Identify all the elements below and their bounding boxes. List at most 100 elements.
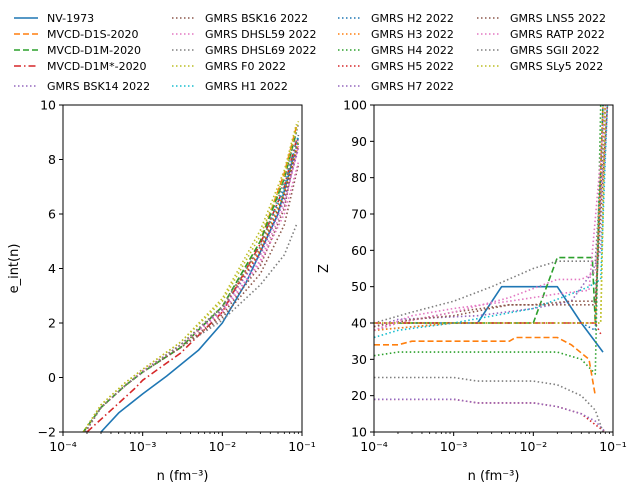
y-tick-label: 30 bbox=[351, 352, 367, 367]
legend: NV-1973 MVCD-D1S-2020 MVCD-D1M-2020 MVCD-D1… bbox=[14, 12, 606, 93]
y-tick-label: −2 bbox=[38, 425, 56, 440]
y-tick-label: 6 bbox=[48, 207, 56, 222]
series-line-gmrs-lns5-2022 bbox=[374, 105, 609, 328]
y-tick-label: 0 bbox=[48, 370, 56, 385]
series-line-nv-1973 bbox=[100, 153, 296, 432]
legend-item-gmrs-dhsl69-2022: GMRS DHSL69 2022 bbox=[172, 44, 316, 57]
legend-label: MVCD-D1M-2020 bbox=[47, 44, 141, 57]
y-axis-label: e_int(n) bbox=[7, 244, 22, 294]
legend-label: GMRS H4 2022 bbox=[371, 44, 454, 57]
legend-label: GMRS H1 2022 bbox=[205, 80, 288, 93]
series-line-gmrs-h2-2022 bbox=[374, 105, 604, 332]
series-line-gmrs-bsk16-2022 bbox=[374, 105, 607, 332]
legend-item-gmrs-sgii-2022: GMRS SGII 2022 bbox=[477, 44, 600, 57]
legend-label: MVCD-D1M*-2020 bbox=[47, 60, 147, 73]
series-line-gmrs-ratp-2022 bbox=[84, 161, 300, 432]
plot-frame bbox=[373, 104, 614, 433]
legend-item-gmrs-h7-2022: GMRS H7 2022 bbox=[338, 80, 454, 93]
legend-item-gmrs-lns5-2022: GMRS LNS5 2022 bbox=[477, 12, 606, 25]
series-group bbox=[82, 121, 300, 432]
legend-label: GMRS RATP 2022 bbox=[510, 28, 605, 41]
x-axis-label: n (fm⁻³) bbox=[157, 469, 209, 484]
legend-label: GMRS DHSL59 2022 bbox=[205, 28, 316, 41]
panel-left: 10⁻⁴ 10⁻³ 10⁻² 10⁻¹ −2 0 2 4 6 8 10 n (fm⁻³) e_int(n… bbox=[7, 98, 316, 485]
plot-frame bbox=[62, 104, 303, 433]
series-line-gmrs-bsk14-2022 bbox=[84, 137, 300, 432]
legend-label: GMRS LNS5 2022 bbox=[510, 12, 606, 25]
legend-item-mvcd-d1m-2020: MVCD-D1M*-2020 bbox=[14, 60, 147, 73]
legend-label: GMRS BSK16 2022 bbox=[205, 12, 308, 25]
y-tick-label: 8 bbox=[48, 152, 56, 167]
series-line-nv-1973 bbox=[398, 285, 604, 353]
legend-label: GMRS BSK14 2022 bbox=[47, 80, 150, 93]
series-line-gmrs-dhsl69-2022 bbox=[84, 224, 298, 432]
legend-label: GMRS SGII 2022 bbox=[510, 44, 600, 57]
legend-label: GMRS H2 2022 bbox=[371, 12, 454, 25]
y-tick-label: 50 bbox=[351, 279, 367, 294]
y-tick-label: 2 bbox=[48, 316, 56, 331]
x-tick-label: 10⁻² bbox=[520, 439, 548, 454]
legend-item-nv-1973: NV-1973 bbox=[14, 12, 94, 25]
series-line-mvcd-d1s-2020 bbox=[82, 126, 298, 432]
legend-item-gmrs-bsk14-2022: GMRS BSK14 2022 bbox=[14, 80, 150, 93]
legend-label: GMRS SLy5 2022 bbox=[510, 60, 603, 73]
y-tick-label: 10 bbox=[351, 425, 367, 440]
x-axis-label: n (fm⁻³) bbox=[468, 469, 520, 484]
legend-label: MVCD-D1S-2020 bbox=[47, 28, 139, 41]
series-line-gmrs-h1-2022 bbox=[374, 105, 609, 339]
series-line-gmrs-lns5-2022 bbox=[84, 164, 300, 432]
legend-label: GMRS DHSL69 2022 bbox=[205, 44, 316, 57]
legend-label: NV-1973 bbox=[47, 12, 94, 25]
series-line-gmrs-h4-2022 bbox=[374, 105, 602, 375]
y-tick-label: 10 bbox=[40, 98, 56, 113]
x-tick-label: 10⁻³ bbox=[129, 439, 157, 454]
series-line-gmrs-h3-2022 bbox=[374, 105, 604, 332]
y-tick-label: 100 bbox=[343, 98, 367, 113]
panel-right: 10⁻⁴ 10⁻³ 10⁻² 10⁻¹ 10 20 30 40 50 60 70 80 90 100 n (… bbox=[317, 98, 627, 485]
y-tick-label: 20 bbox=[351, 388, 367, 403]
legend-item-gmrs-h2-2022: GMRS H2 2022 bbox=[338, 12, 454, 25]
series-line-gmrs-f0-2022 bbox=[374, 105, 607, 324]
legend-item-gmrs-h1-2022: GMRS H1 2022 bbox=[172, 80, 288, 93]
x-tick-label: 10⁻³ bbox=[440, 439, 468, 454]
legend-item-gmrs-h4-2022: GMRS H4 2022 bbox=[338, 44, 454, 57]
legend-item-gmrs-f0-2022: GMRS F0 2022 bbox=[172, 60, 286, 73]
series-line-gmrs-h2-2022 bbox=[84, 137, 300, 432]
legend-label: GMRS H7 2022 bbox=[371, 80, 454, 93]
y-tick-label: 80 bbox=[351, 170, 367, 185]
series-line-mvcd-d1m-2020 bbox=[398, 105, 604, 324]
series-line-gmrs-h7-2022 bbox=[374, 398, 606, 432]
legend-item-gmrs-h5-2022: GMRS H5 2022 bbox=[338, 60, 454, 73]
series-line-gmrs-dhsl59-2022 bbox=[374, 105, 609, 332]
series-line-gmrs-sly5-2022 bbox=[374, 105, 607, 324]
series-line-gmrs-ratp-2022 bbox=[374, 105, 607, 332]
series-line-mvcd-d1s-2020 bbox=[374, 336, 597, 396]
series-line-gmrs-sgii-2022 bbox=[84, 123, 300, 432]
y-tick-label: 4 bbox=[48, 261, 56, 276]
legend-item-mvcd-d1s-2020: MVCD-D1S-2020 bbox=[14, 28, 139, 41]
series-line-mvcd-d1m-2020 bbox=[82, 132, 298, 432]
series-line-gmrs-h1-2022 bbox=[84, 134, 300, 432]
series-line-gmrs-dhsl69-2022 bbox=[374, 105, 607, 324]
series-line-gmrs-h5-2022 bbox=[84, 145, 300, 432]
legend-item-gmrs-ratp-2022: GMRS RATP 2022 bbox=[477, 28, 605, 41]
legend-item-gmrs-sly5-2022: GMRS SLy5 2022 bbox=[477, 60, 603, 73]
series-line-gmrs-h5-2022 bbox=[374, 398, 606, 432]
y-axis-label: Z bbox=[317, 264, 332, 273]
series-line-gmrs-bsk16-2022 bbox=[84, 134, 300, 432]
y-tick-label: 40 bbox=[351, 316, 367, 331]
x-tick-label: 10⁻⁴ bbox=[360, 439, 388, 454]
series-line-gmrs-h3-2022 bbox=[84, 140, 300, 432]
series-line-gmrs-h4-2022 bbox=[84, 142, 300, 432]
legend-label: GMRS F0 2022 bbox=[205, 60, 286, 73]
legend-label: GMRS H3 2022 bbox=[371, 28, 454, 41]
series-line-mvcd-d1m-2020 bbox=[374, 322, 602, 335]
series-group bbox=[374, 105, 609, 432]
legend-item-mvcd-d1m-2020: MVCD-D1M-2020 bbox=[14, 44, 141, 57]
x-tick-label: 10⁻¹ bbox=[599, 439, 627, 454]
series-line-gmrs-f0-2022 bbox=[82, 123, 298, 432]
x-tick-label: 10⁻¹ bbox=[288, 439, 316, 454]
y-tick-label: 70 bbox=[351, 207, 367, 222]
